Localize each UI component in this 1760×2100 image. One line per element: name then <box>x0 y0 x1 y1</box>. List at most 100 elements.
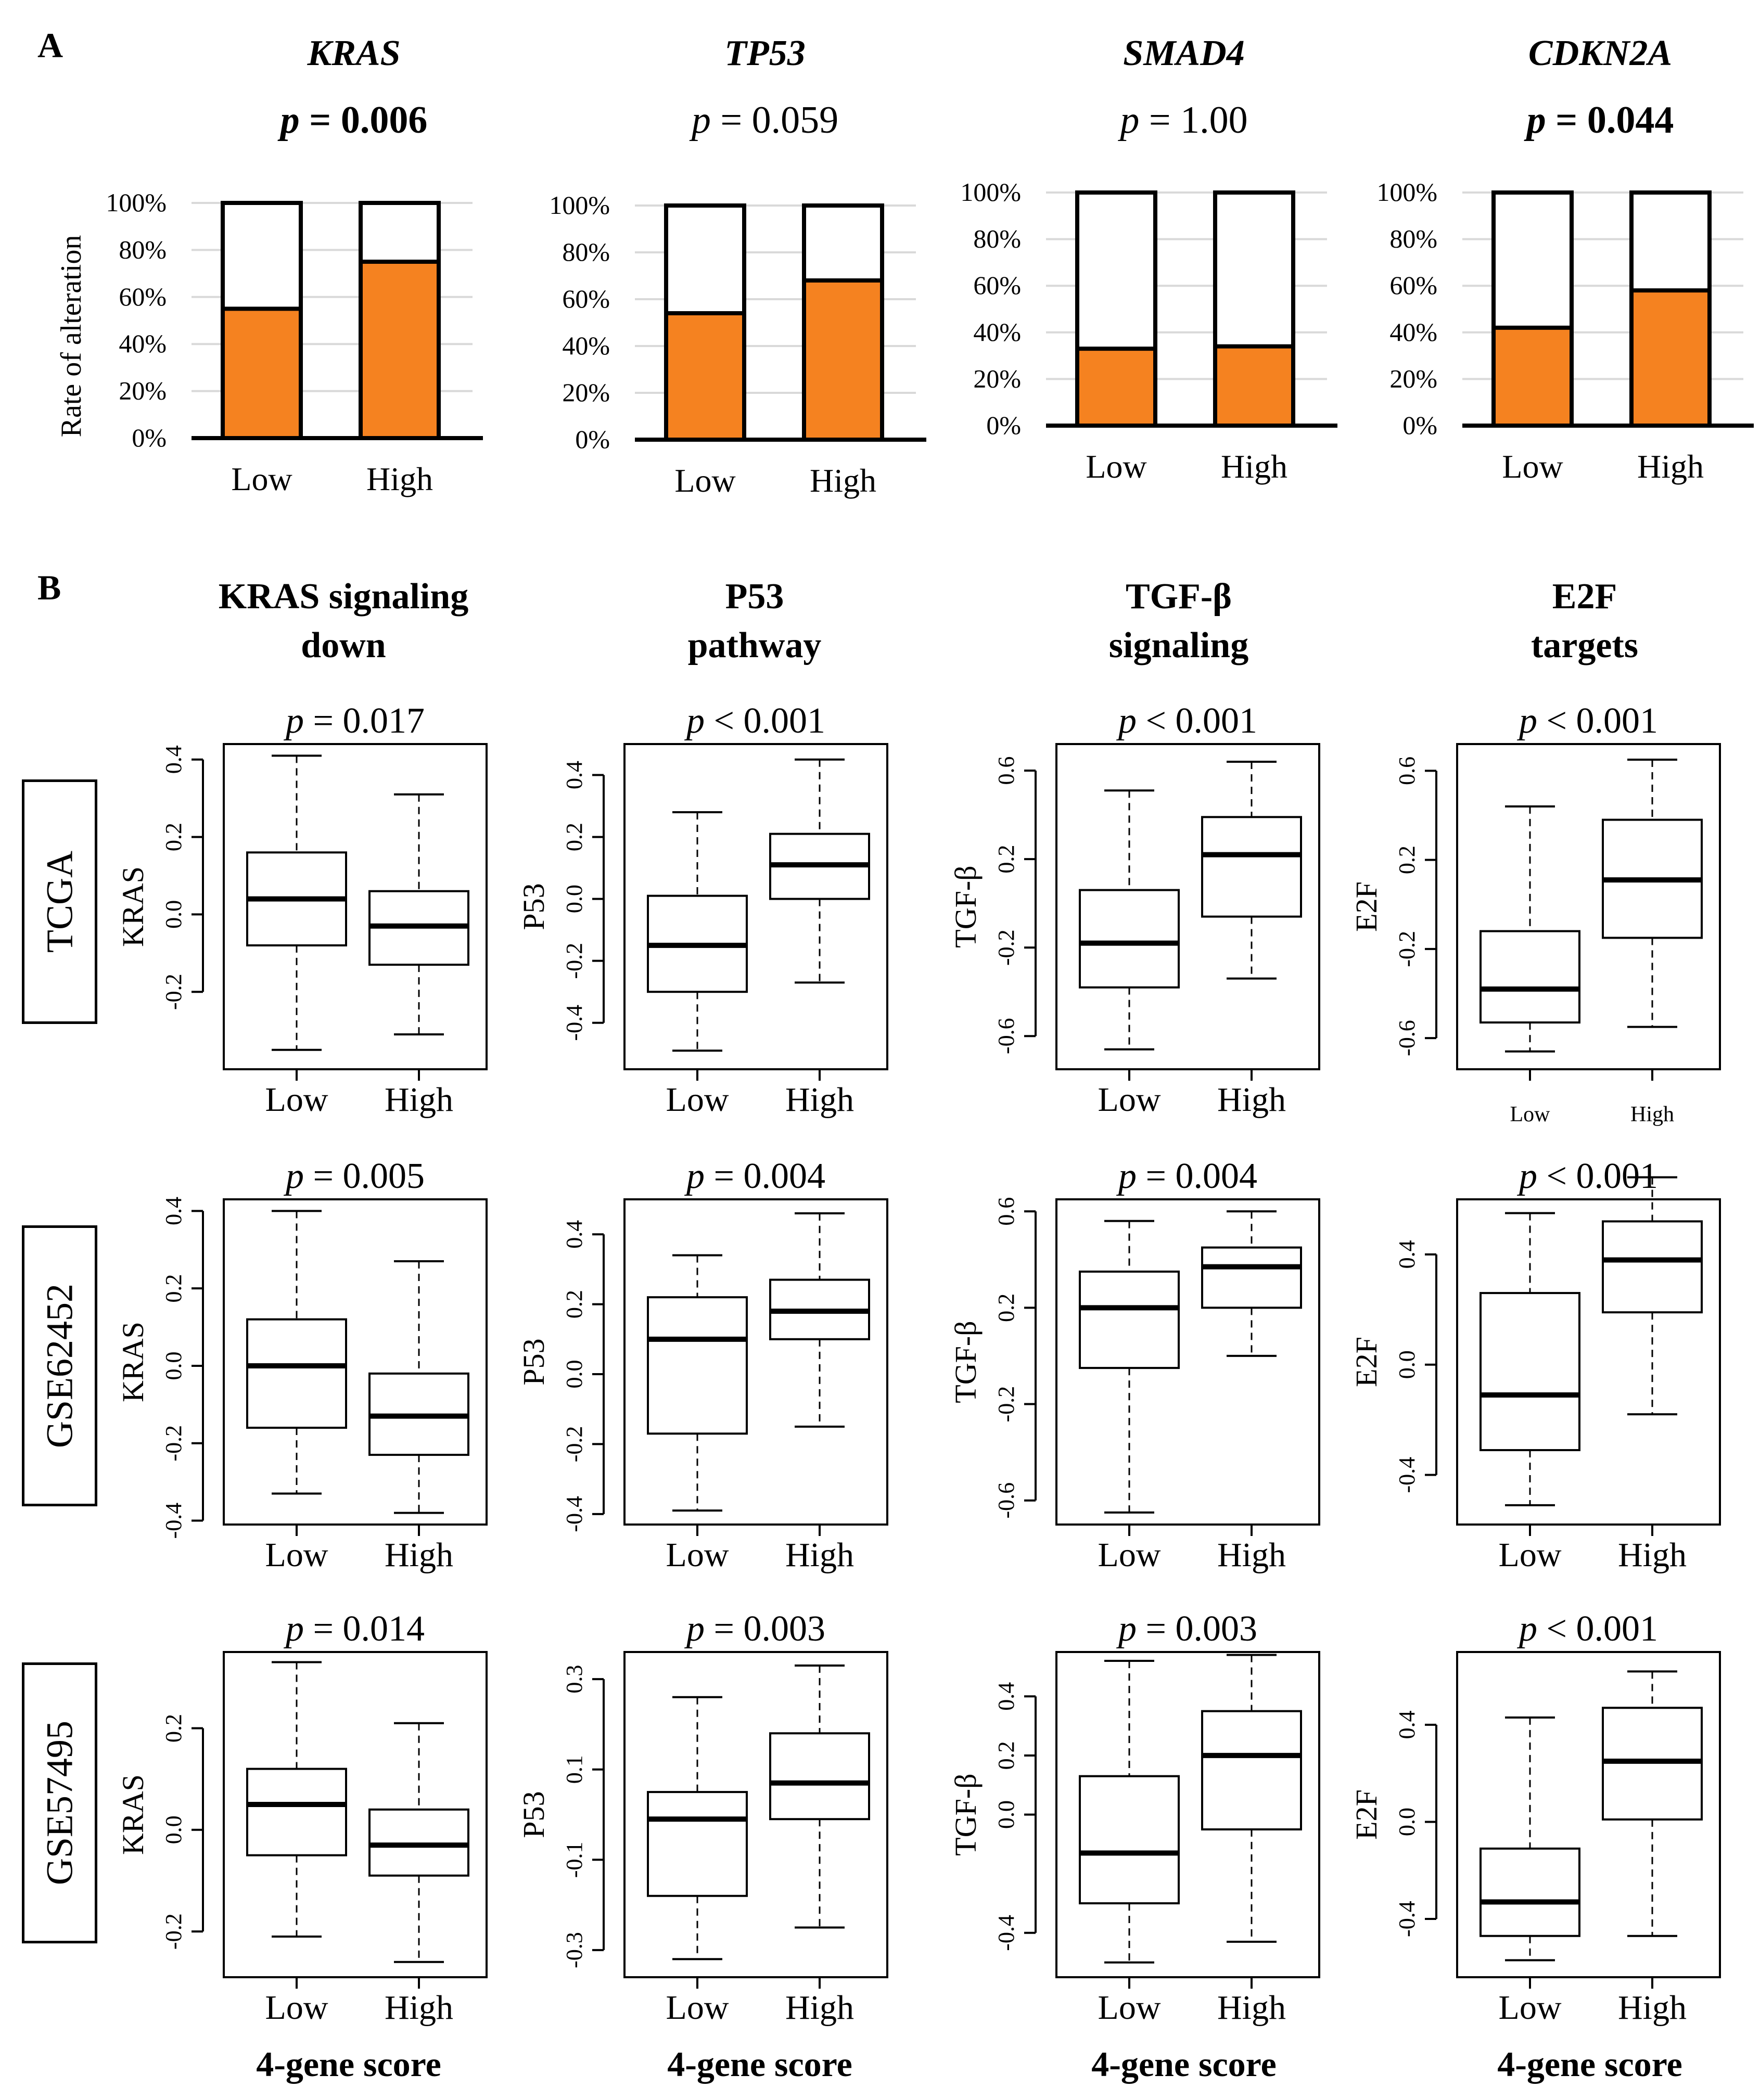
y-tick-label: 80% <box>562 237 610 266</box>
p-number: < 0.001 <box>1537 701 1658 741</box>
plot-frame <box>223 1198 488 1526</box>
p-symbol: p <box>277 99 300 142</box>
y-axis-label: TGF-β <box>949 865 983 947</box>
p-value: p < 0.001 <box>1516 1156 1658 1196</box>
y-tick-label: 40% <box>1389 317 1437 347</box>
plot-frame <box>623 1198 888 1526</box>
box-plot-gse57495-tgf-: p = 0.003 -0.4 0.0 0.2 0.4 TGF-β Low High <box>949 1609 1320 2027</box>
y-tick-label: 0.0 <box>993 1800 1019 1829</box>
plot-frame <box>1456 1651 1721 1978</box>
p-value: p = 0.003 <box>1116 1609 1257 1649</box>
box-iqr-low <box>1079 1270 1180 1369</box>
y-tick-label: -0.6 <box>993 1482 1019 1519</box>
p-symbol: p <box>684 1609 705 1649</box>
y-tick-label: 0.2 <box>993 1741 1019 1770</box>
y-axis-label: KRAS <box>116 1322 150 1402</box>
y-axis-label: E2F <box>1349 1789 1383 1840</box>
x-tick-label: High <box>366 460 433 497</box>
x-tick-label: Low <box>265 1989 328 2027</box>
p-symbol: p <box>1524 99 1546 142</box>
y-axis-label: E2F <box>1349 1337 1383 1387</box>
p-symbol: p <box>1516 701 1537 741</box>
y-axis-label: TGF-β <box>949 1773 983 1855</box>
p-symbol: p <box>283 1609 304 1649</box>
x-tick-label: Low <box>666 1536 729 1574</box>
pathway-title-p53: P53 pathway <box>687 577 822 665</box>
y-tick-label: 0.4 <box>562 1220 587 1249</box>
y-tick-label: 0.4 <box>1394 1710 1420 1739</box>
box-iqr-low <box>1480 930 1580 1024</box>
x-tick-label: High <box>785 1536 854 1574</box>
y-tick-label: 80% <box>973 224 1021 253</box>
y-tick-label: -0.2 <box>993 929 1019 966</box>
y-tick-label: -0.6 <box>993 1018 1019 1054</box>
p-number: = 0.004 <box>1137 1156 1257 1196</box>
y-tick-label: -0.4 <box>562 1496 587 1532</box>
x-tick-label: Low <box>265 1536 328 1574</box>
y-tick-label: 100% <box>106 188 167 217</box>
x-tick-label: Low <box>1098 1536 1161 1574</box>
y-tick-label: 0.2 <box>1394 846 1420 874</box>
gene-title: CDKN2A <box>1528 33 1672 73</box>
box-iqr-low <box>647 1791 748 1897</box>
x-tick-label: High <box>785 1989 854 2027</box>
y-tick-label: 0.2 <box>161 823 186 851</box>
box-iqr-low <box>1079 1775 1180 1904</box>
y-tick-label: -0.1 <box>562 1841 587 1878</box>
y-tick-label: 0.4 <box>161 1197 186 1225</box>
p-number: = 0.003 <box>1137 1609 1257 1649</box>
p-symbol: p <box>684 701 705 741</box>
box-iqr-high <box>1201 816 1302 918</box>
y-tick-label: 0.1 <box>562 1755 587 1784</box>
p-value: p = 0.017 <box>283 701 425 741</box>
p-value: p = 0.005 <box>283 1156 425 1196</box>
p-value: p = 0.004 <box>1116 1156 1257 1196</box>
box-iqr-low <box>647 1296 748 1435</box>
p-symbol: p <box>283 1156 304 1196</box>
y-axis-label: KRAS <box>116 1774 150 1855</box>
gene-title: SMAD4 <box>1123 33 1244 73</box>
p-symbol: p <box>1117 99 1139 142</box>
box-iqr-low <box>1480 1292 1580 1451</box>
y-tick-label: 0.2 <box>993 845 1019 874</box>
bar-chart-smad4: SMAD4 p = 1.00 0% 20% 40% 60% 80% 100% Low High <box>960 33 1337 485</box>
y-tick-label: 40% <box>562 331 610 360</box>
y-tick-label: 80% <box>1389 224 1437 253</box>
p-symbol: p <box>1516 1156 1537 1196</box>
p-number: = 0.003 <box>705 1609 825 1649</box>
y-tick-label: 0.0 <box>1394 1808 1420 1836</box>
y-tick-label: 0.0 <box>161 900 186 929</box>
x-tick-label: Low <box>1499 1536 1562 1574</box>
y-tick-label: 60% <box>119 282 167 311</box>
y-tick-label: -0.4 <box>161 1503 186 1539</box>
box-iqr-high <box>1201 1246 1302 1309</box>
x-tick-label: High <box>1217 1536 1286 1574</box>
box-plot-gse57495-e2f: p < 0.001 -0.4 0.0 0.4 E2F Low High <box>1349 1609 1721 2027</box>
y-tick-label: 100% <box>549 190 610 220</box>
y-tick-label: -0.2 <box>562 943 587 979</box>
box-plot-gse62452-p53: p = 0.004 -0.4 -0.2 0.0 0.2 0.4 P53 Low High <box>517 1156 888 1574</box>
x-tick-label: High <box>385 1081 453 1119</box>
y-axis-label: Rate of alteration <box>55 235 87 438</box>
box-plot-gse57495-kras: p = 0.014 -0.2 0.0 0.2 KRAS Low High <box>116 1609 488 2027</box>
panel-a-label: A <box>37 25 63 65</box>
plot-frame <box>223 1651 488 1978</box>
y-tick-label: 0.3 <box>562 1665 587 1694</box>
p-symbol: p <box>1116 1609 1137 1649</box>
x-tick-label: High <box>1217 1989 1286 2027</box>
bar-altered-high <box>802 278 884 442</box>
p-number: = 0.044 <box>1546 99 1674 142</box>
p-value: p = 0.003 <box>684 1609 825 1649</box>
gene-title: TP53 <box>724 33 806 73</box>
p-value: p = 0.014 <box>283 1609 425 1649</box>
p-number: = 0.006 <box>300 99 428 142</box>
y-tick-label: -0.2 <box>562 1426 587 1463</box>
plot-frame <box>623 1651 888 1978</box>
y-tick-label: 80% <box>119 235 167 264</box>
y-tick-label: -0.2 <box>161 1425 186 1462</box>
p-number: = 0.017 <box>304 701 425 741</box>
y-tick-label: 60% <box>1389 271 1437 300</box>
dataset-label-gse62452: GSE62452 <box>22 1225 97 1506</box>
p-value: p = 1.00 <box>1117 99 1247 142</box>
y-tick-label: 0% <box>575 425 610 454</box>
